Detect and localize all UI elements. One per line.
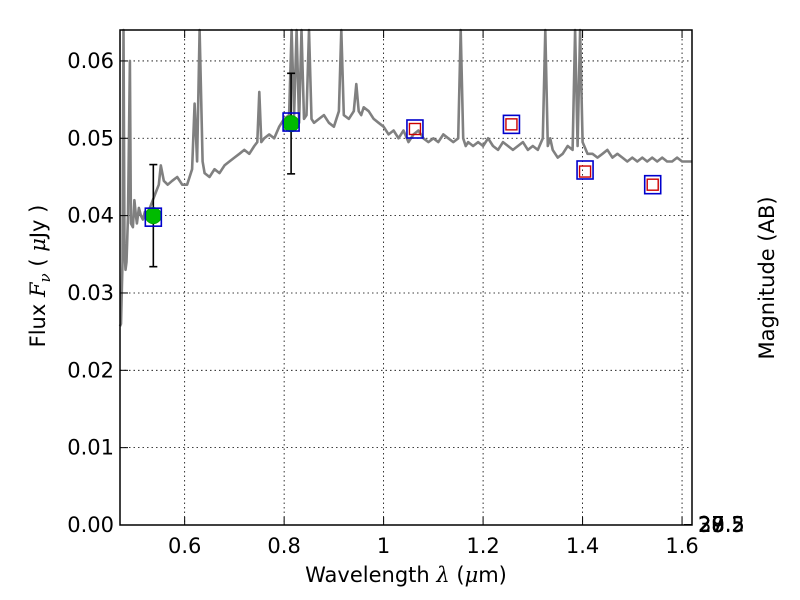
model-photometry-series	[144, 112, 662, 227]
model-photometry-marker	[576, 160, 594, 180]
x-axis-label-unit-close: m)	[478, 563, 507, 587]
y-tick-label: 0.06	[67, 49, 114, 73]
magnitude-tick-label: 29	[698, 513, 725, 537]
x-tick-label: 1.4	[566, 534, 599, 558]
y-axis-label-unit-mu: μ	[26, 238, 50, 252]
magnitude-tick-label: 28	[698, 513, 725, 537]
magnitude-tick-label: 30	[698, 513, 725, 537]
x-axis-label-unit-mu: μ	[465, 563, 479, 587]
x-tick-label: 0.6	[168, 534, 201, 558]
magnitude-tick-label: 27.2	[698, 513, 745, 537]
magnitude-tick-label: 27	[698, 513, 725, 537]
model-photometry-marker	[406, 119, 424, 139]
magnitude-axis-label: Magnitude (AB)	[755, 196, 779, 359]
y-tick-label: 0.04	[67, 204, 114, 228]
y-tick-label: 0.02	[67, 358, 114, 382]
model-photometry-marker	[144, 207, 163, 227]
x-axis-label-symbol: λ	[435, 563, 449, 587]
upper-limit-series	[408, 118, 659, 191]
upper-limit-marker	[578, 165, 592, 178]
x-tick-label: 1.6	[665, 534, 698, 558]
y-axis-label-unit-close: Jy )	[26, 205, 50, 241]
model-photometry-marker	[643, 174, 662, 195]
x-axis-ticks: 0.6 0.8 1 1.2 1.4 1.6	[168, 30, 699, 558]
y-tick-label: 0.00	[67, 513, 114, 537]
x-axis-label-prefix: Wavelength	[305, 563, 436, 587]
y-axis-label-symbol: F	[26, 281, 50, 298]
y-tick-label: 0.03	[67, 281, 114, 305]
magnitude-tick-label: 27.5	[698, 513, 745, 537]
upper-limit-marker	[505, 118, 518, 131]
x-axis-label-unit-open: (	[450, 563, 465, 587]
x-axis-label: Wavelength λ (μm)	[305, 563, 507, 587]
x-tick-label: 1.2	[466, 534, 499, 558]
grid	[120, 30, 692, 525]
spectrum-series	[118, 28, 692, 327]
observed-point	[144, 207, 162, 225]
spectrum-line	[118, 28, 692, 327]
x-tick-label: 1	[377, 534, 390, 558]
upper-limit-marker	[646, 178, 659, 191]
x-tick-label: 0.8	[267, 534, 300, 558]
y-tick-label: 0.01	[67, 436, 114, 460]
observed-point	[282, 115, 300, 133]
y-axis-label-prefix: Flux	[26, 297, 50, 347]
y-axis-label: Flux Fν ( μJy )	[26, 205, 54, 348]
y-tick-label: 0.05	[67, 126, 114, 150]
y-axis-ticks: 0.00 0.01 0.02 0.03 0.04 0.05 0.06	[67, 49, 128, 537]
upper-limit-marker	[408, 122, 422, 136]
magnitude-tick-label: 28.5	[698, 513, 745, 537]
model-photometry-marker	[282, 112, 300, 132]
model-photometry-marker	[502, 114, 521, 135]
plot-frame	[119, 29, 693, 526]
y-axis-label-sub: ν	[36, 273, 54, 282]
y-axis-label-unit-open: (	[26, 252, 50, 274]
